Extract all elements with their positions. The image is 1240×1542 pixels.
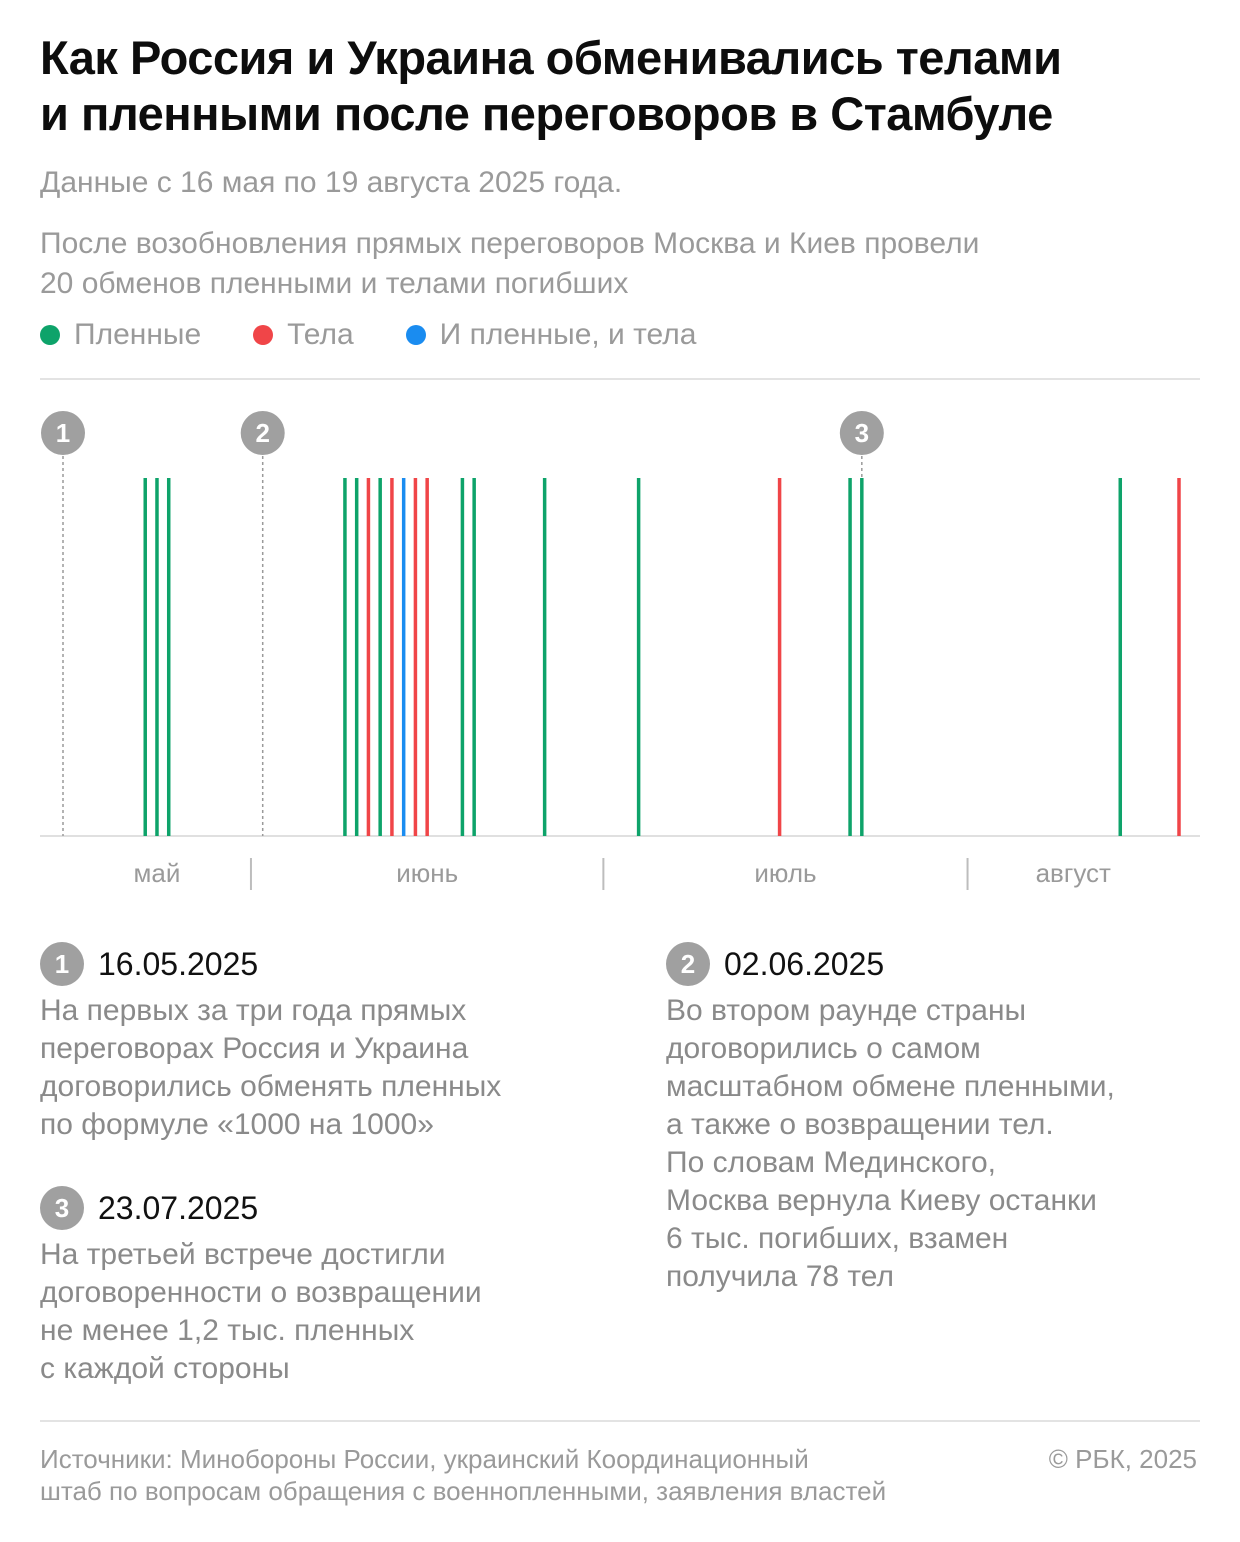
notes-right-column: 2 02.06.2025 Во втором раунде страны дог…: [666, 940, 1206, 1336]
marker-label-1: 1: [56, 418, 70, 448]
legend-dot-green: [40, 325, 60, 345]
top-divider: [40, 378, 1200, 380]
month-label-1: май: [134, 858, 181, 888]
note-3: 3 23.07.2025 На третьей встрече достигли…: [40, 1184, 580, 1388]
note-2-text: Во втором раунде страны договорились о с…: [666, 994, 1115, 1293]
note-1-text: На первых за три года прямых переговорах…: [40, 994, 502, 1141]
legend-dot-blue: [405, 325, 426, 345]
marker-badge-1: [41, 411, 85, 455]
marker-badge-3: [839, 411, 884, 455]
note-2: 2 02.06.2025 Во втором раунде страны дог…: [666, 940, 1206, 1296]
lead-line-2: 20 обменов пленными и телами погибших: [40, 267, 629, 300]
legend-label-prisoners: Пленные: [74, 318, 202, 351]
marker-badge-2: [240, 411, 285, 455]
note-1: 1 16.05.2025 На первых за три года прямы…: [40, 940, 580, 1144]
timeline-chart: 1 2 3 май июнь июль август: [40, 411, 1200, 890]
title-line-2: и пленными после переговоров в Стамбуле: [40, 87, 1053, 140]
note-2-badge: 2: [666, 942, 710, 986]
note-1-date: 16.05.2025: [98, 945, 259, 982]
marker-label-2: 2: [255, 418, 269, 448]
note-2-header: 2 02.06.2025: [666, 940, 1206, 988]
note-1-header: 1 16.05.2025: [40, 940, 580, 988]
note-1-badge: 1: [40, 942, 84, 986]
legend-label-bodies: Тела: [287, 318, 354, 351]
month-label-2: июнь: [396, 858, 458, 888]
title-line-1: Как Россия и Украина обменивались телами: [40, 31, 1062, 84]
note-3-header: 3 23.07.2025: [40, 1184, 580, 1232]
chart-title: Как Россия и Украина обменивались телами…: [40, 30, 1200, 142]
note-2-date: 02.06.2025: [724, 945, 885, 982]
legend: Пленные Тела И пленные, и тела: [40, 318, 748, 352]
note-3-date: 23.07.2025: [98, 1189, 259, 1226]
legend-dot-red: [253, 325, 274, 345]
marker-label-3: 3: [855, 418, 869, 448]
note-3-text: На третьей встрече достигли договореннос…: [40, 1238, 482, 1385]
legend-item-both: И пленные, и тела: [405, 318, 697, 352]
legend-label-both: И пленные, и тела: [439, 318, 697, 351]
legend-item-bodies: Тела: [253, 318, 354, 352]
copyright: © РБК, 2025: [1048, 1444, 1197, 1474]
note-3-badge: 3: [40, 1186, 84, 1230]
notes-left-column: 1 16.05.2025 На первых за три года прямы…: [40, 940, 580, 1428]
month-label-3: июль: [754, 858, 816, 888]
subtitle: Данные с 16 мая по 19 августа 2025 года.: [40, 166, 623, 199]
lead-text: После возобновления прямых переговоров М…: [40, 224, 1160, 304]
month-label-4: август: [1036, 858, 1111, 888]
legend-item-prisoners: Пленные: [40, 318, 201, 352]
sources-text: Источники: Минобороны России, украинский…: [40, 1444, 887, 1506]
bottom-divider: [40, 1420, 1200, 1422]
lead-line-1: После возобновления прямых переговоров М…: [40, 227, 980, 260]
